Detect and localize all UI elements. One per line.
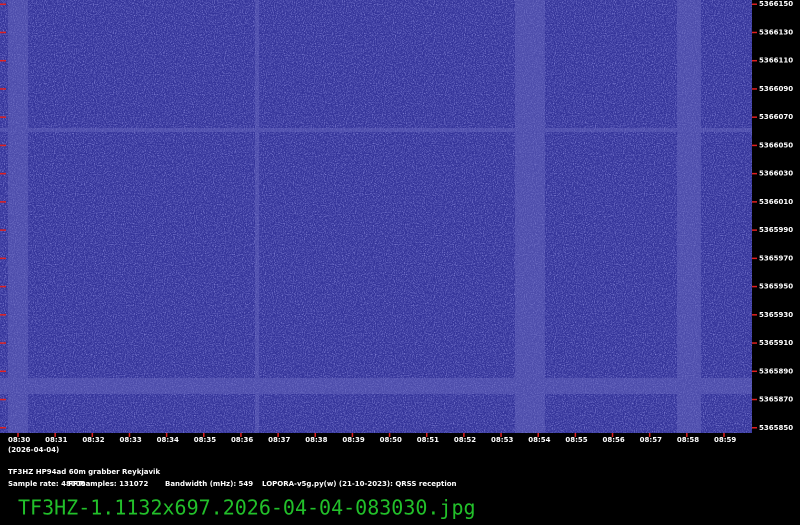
x-tick-label: 08:54 <box>528 436 550 444</box>
x-tick-label: 08:33 <box>119 436 141 444</box>
y-tick-label: 5366050 <box>759 141 793 149</box>
y-tick-label: 5366010 <box>759 198 793 206</box>
x-tick-label: 08:50 <box>380 436 402 444</box>
x-tick-label: 08:30 <box>8 436 30 444</box>
fft-samples: FFTsamples: 131072 <box>68 480 149 488</box>
software: LOPORA-v5g.py(w) (21-10-2023): QRSS rece… <box>262 480 457 488</box>
y-tick-label: 5365870 <box>759 396 793 404</box>
x-tick-label: 08:37 <box>268 436 290 444</box>
x-tick-label: 08:51 <box>417 436 439 444</box>
date-label: (2026-04-04) <box>8 446 59 454</box>
x-tick-label: 08:31 <box>45 436 67 444</box>
x-tick-label: 08:35 <box>194 436 216 444</box>
sample-rate: Sample rate: 48000 <box>8 480 86 488</box>
y-tick-label: 5366030 <box>759 170 793 178</box>
x-tick-label: 08:34 <box>157 436 179 444</box>
station: TF3HZ HP94ad 60m grabber Reykjavik <box>8 468 160 476</box>
x-tick-label: 08:38 <box>305 436 327 444</box>
bandwidth: Bandwidth (mHz): 549 <box>165 480 253 488</box>
x-tick-label: 08:55 <box>565 436 587 444</box>
y-tick-label: 5365970 <box>759 254 793 262</box>
x-tick-label: 08:39 <box>342 436 364 444</box>
waterfall <box>0 0 752 433</box>
y-tick-label: 5365890 <box>759 367 793 375</box>
y-tick-label: 5366110 <box>759 57 793 65</box>
filename: TF3HZ-1.1132x697.2026-04-04-083030.jpg <box>18 496 476 520</box>
x-tick-label: 08:59 <box>714 436 736 444</box>
y-tick-label: 5365930 <box>759 311 793 319</box>
y-tick-label: 5365850 <box>759 424 793 432</box>
y-tick-label: 5366150 <box>759 0 793 8</box>
x-tick-label: 08:36 <box>231 436 253 444</box>
y-tick-label: 5366130 <box>759 28 793 36</box>
y-tick-label: 5365950 <box>759 283 793 291</box>
y-tick-label: 5365990 <box>759 226 793 234</box>
y-tick-label: 5365910 <box>759 339 793 347</box>
x-tick-label: 08:32 <box>82 436 104 444</box>
x-tick-label: 08:53 <box>491 436 513 444</box>
x-tick-label: 08:57 <box>640 436 662 444</box>
x-tick-label: 08:52 <box>454 436 476 444</box>
y-tick-label: 5366070 <box>759 113 793 121</box>
x-tick-label: 08:58 <box>677 436 699 444</box>
y-tick-label: 5366090 <box>759 85 793 93</box>
x-tick-label: 08:56 <box>603 436 625 444</box>
interference-bands <box>0 0 752 433</box>
noise <box>0 0 752 433</box>
